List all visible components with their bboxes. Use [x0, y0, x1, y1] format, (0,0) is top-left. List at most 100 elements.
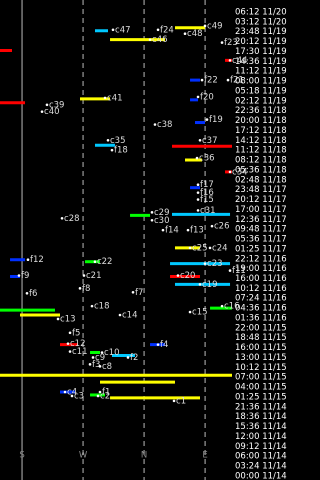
- pass-point: [228, 269, 232, 272]
- pass-label: f11: [232, 266, 246, 276]
- time-label: 07:00 11/15: [235, 373, 287, 383]
- time-label: 23:48 11/17: [235, 185, 287, 195]
- pass-label: c21: [86, 271, 102, 281]
- pass-point: [200, 78, 204, 82]
- pass-label: c31: [200, 206, 216, 216]
- pass-point: [110, 148, 114, 152]
- pass-label: c35: [110, 136, 126, 146]
- pass-point: [103, 96, 107, 100]
- time-label: 17:00 11/17: [235, 205, 287, 215]
- time-label: 16:00 11/15: [235, 343, 287, 353]
- time-label: 13:00 11/15: [235, 353, 287, 363]
- pass-label: c22: [97, 257, 113, 267]
- pass-point: [60, 216, 64, 220]
- pass-point: [203, 262, 207, 265]
- time-label: 09:48 11/17: [235, 225, 287, 235]
- time-label: 10:12 11/15: [235, 363, 287, 373]
- pass-point: [188, 310, 192, 314]
- pass-point: [161, 228, 165, 232]
- pass-point: [156, 343, 160, 346]
- pass-label: c18: [94, 302, 110, 312]
- pass-point: [93, 260, 97, 264]
- pass-point: [156, 28, 160, 32]
- pass-point: [118, 313, 122, 317]
- pass-label: c34: [232, 167, 248, 177]
- pass-point: [78, 287, 82, 290]
- pass-label: c46: [152, 35, 168, 45]
- pass-label: c49: [207, 21, 223, 31]
- pass-point: [172, 399, 176, 403]
- pass-label: c16: [224, 302, 240, 312]
- pass-label: c28: [64, 214, 80, 224]
- pass-point: [196, 183, 200, 187]
- pass-point: [150, 211, 154, 214]
- time-label: 00:00 11/14: [235, 471, 287, 480]
- time-label: 07:24 11/16: [235, 294, 287, 304]
- pass-label: f20: [200, 92, 214, 102]
- pass-point: [196, 209, 200, 212]
- time-label: 11:12 11/19: [235, 67, 287, 77]
- time-label: 22:12 11/16: [235, 254, 287, 264]
- pass-point: [25, 291, 29, 295]
- pass-point: [17, 274, 21, 277]
- pass-point: [220, 304, 224, 308]
- pass-point: [195, 156, 199, 160]
- x-tick-label: W: [79, 451, 88, 461]
- pass-label: c4: [67, 387, 77, 397]
- time-label: 18:36 11/14: [235, 412, 287, 422]
- pass-point: [91, 356, 95, 359]
- pass-point: [98, 365, 102, 368]
- pass-point: [220, 41, 224, 44]
- time-label: 22:36 11/18: [235, 106, 287, 116]
- pass-label: c13: [60, 314, 76, 324]
- pass-label: c24: [212, 243, 228, 253]
- time-label: 20:00 11/18: [235, 116, 287, 126]
- pass-point: [196, 191, 200, 194]
- time-label: 02:12 11/19: [235, 96, 287, 106]
- pass-point: [68, 350, 72, 353]
- pass-label: c3: [74, 391, 84, 401]
- x-tick-label: N: [141, 451, 147, 461]
- pass-label: f6: [29, 289, 37, 299]
- pass-point: [90, 304, 94, 308]
- x-tick-label: E: [202, 451, 207, 461]
- time-label: 18:48 11/15: [235, 333, 287, 343]
- pass-label: c23: [207, 259, 223, 269]
- pass-label: f7: [135, 288, 143, 298]
- time-label: 17:30 11/19: [235, 47, 287, 57]
- time-label: 12:36 11/17: [235, 215, 287, 225]
- pass-label: c40: [44, 107, 60, 117]
- time-label: 01:36 11/16: [235, 313, 287, 323]
- pass-point: [176, 274, 180, 277]
- pass-point: [56, 317, 60, 321]
- pass-label: f3: [92, 360, 100, 370]
- pass-point: [96, 394, 100, 398]
- pass-point: [45, 103, 49, 107]
- pass-label: c26: [214, 222, 230, 232]
- pass-point: [68, 331, 72, 335]
- time-label: 03:12 11/20: [235, 17, 287, 27]
- pass-point: [153, 123, 157, 126]
- pass-label: c20: [180, 271, 196, 281]
- pass-point: [198, 139, 202, 142]
- pass-label: f5: [72, 328, 80, 338]
- pass-point: [228, 170, 232, 174]
- pass-label: f1: [102, 387, 110, 397]
- time-label: 16:00 11/16: [235, 274, 287, 284]
- time-label: 17:12 11/18: [235, 126, 287, 136]
- time-label: 05:18 11/19: [235, 86, 287, 96]
- pass-label: c25: [192, 243, 208, 253]
- pass-label: c19: [202, 280, 218, 290]
- pass-point: [183, 32, 187, 36]
- pass-label: f13: [190, 226, 204, 236]
- time-label: 20:12 11/17: [235, 195, 287, 205]
- pass-point: [205, 118, 209, 121]
- pass-label: f21: [230, 76, 244, 86]
- time-label: 04:36 11/16: [235, 304, 287, 314]
- pass-label: c10: [104, 348, 120, 358]
- time-label: 02:48 11/18: [235, 175, 287, 185]
- pass-point: [210, 224, 214, 228]
- time-label: 22:00 11/15: [235, 323, 287, 333]
- pass-point: [66, 342, 70, 345]
- pass-point: [131, 291, 135, 294]
